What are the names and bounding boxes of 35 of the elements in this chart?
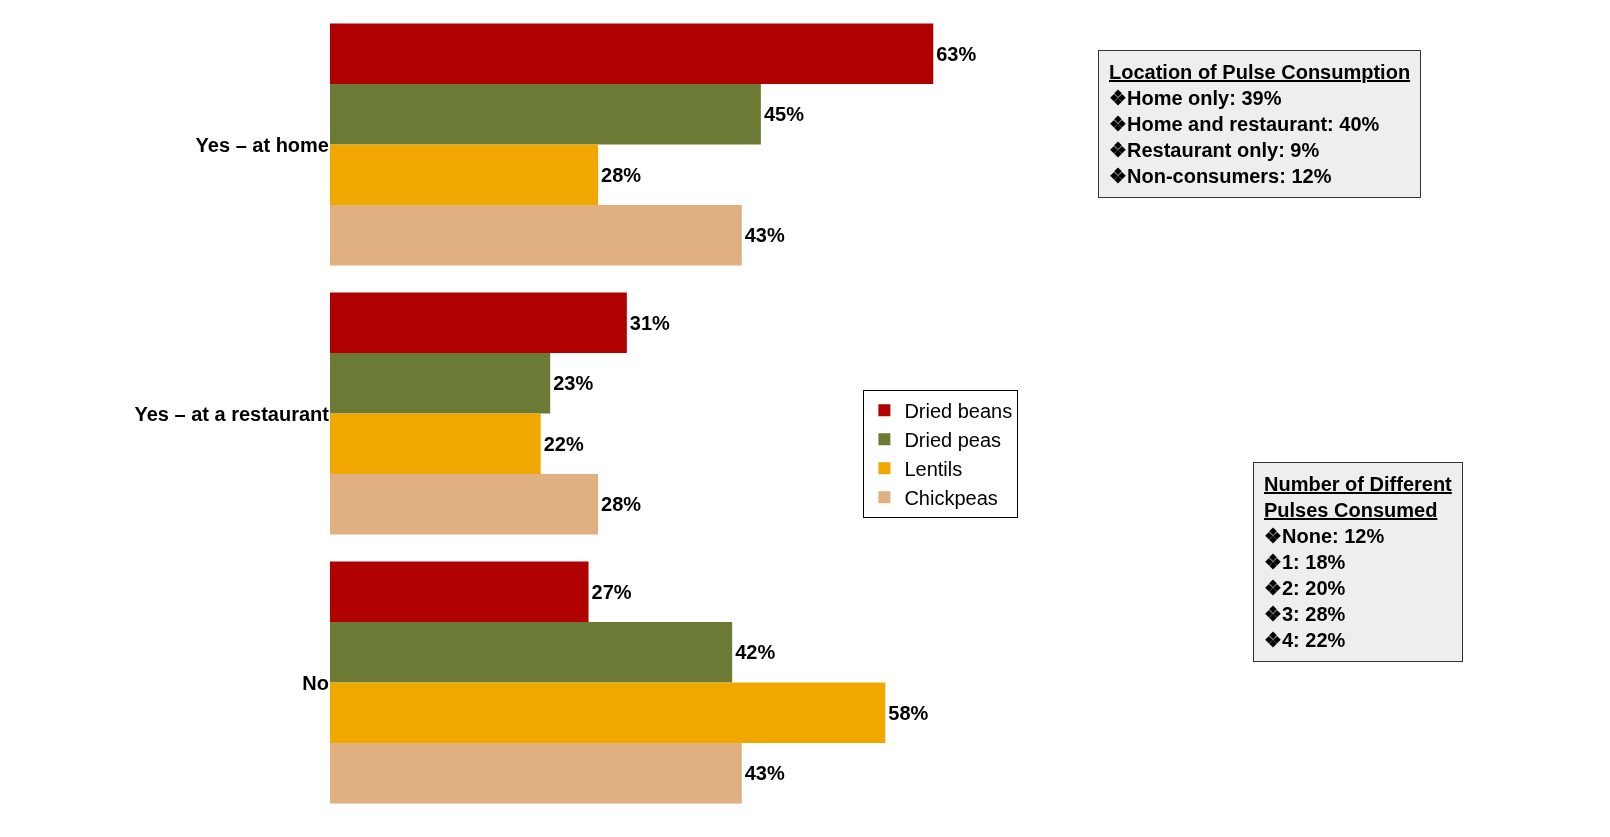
- bar: [330, 83, 761, 145]
- legend-label: Chickpeas: [904, 487, 998, 510]
- bar: [330, 413, 541, 475]
- legend-label: Dried beans: [904, 400, 1013, 423]
- bar: [330, 23, 934, 84]
- text: ❖None: 12% ❖1: 18% ❖2: 20% ❖3: 28% ❖4: 22%: [1264, 525, 1385, 651]
- bar: [330, 352, 551, 414]
- text: Number of Different Pulses Consumed: [1264, 473, 1453, 521]
- text: ❖Home only: 39% ❖Home and restaurant: 40% ❖Restaurant only: 9% ❖Non-consumers: 12%: [1109, 87, 1380, 187]
- bar: [330, 205, 742, 266]
- bar: [330, 561, 589, 622]
- y-tick-label: Yes – at home: [195, 133, 329, 156]
- bar: [330, 743, 742, 804]
- data-label: 31%: [629, 311, 671, 334]
- data-label: 28%: [601, 493, 642, 516]
- data-label: 28%: [601, 163, 642, 186]
- data-label: 42%: [735, 641, 776, 664]
- data-label: 45%: [763, 103, 805, 126]
- legend-label: Dried peas: [904, 429, 1002, 452]
- y-tick-label: Yes – at a restaurant: [134, 402, 330, 425]
- legend-label: Lentils: [904, 458, 963, 481]
- data-label: 23%: [553, 372, 594, 395]
- bar: [330, 474, 599, 535]
- bar: [330, 621, 733, 683]
- y-tick-label: No: [302, 671, 329, 694]
- bar: [330, 144, 599, 206]
- text: Location of Pulse Consumption: [1109, 61, 1411, 83]
- bar: [330, 292, 627, 353]
- data-label: 27%: [591, 580, 632, 603]
- data-label: 43%: [744, 224, 785, 247]
- data-label: 43%: [744, 762, 785, 785]
- data-label: 58%: [888, 701, 929, 724]
- data-label: 63%: [936, 42, 977, 65]
- data-label: 22%: [543, 432, 584, 455]
- bar: [330, 682, 886, 744]
